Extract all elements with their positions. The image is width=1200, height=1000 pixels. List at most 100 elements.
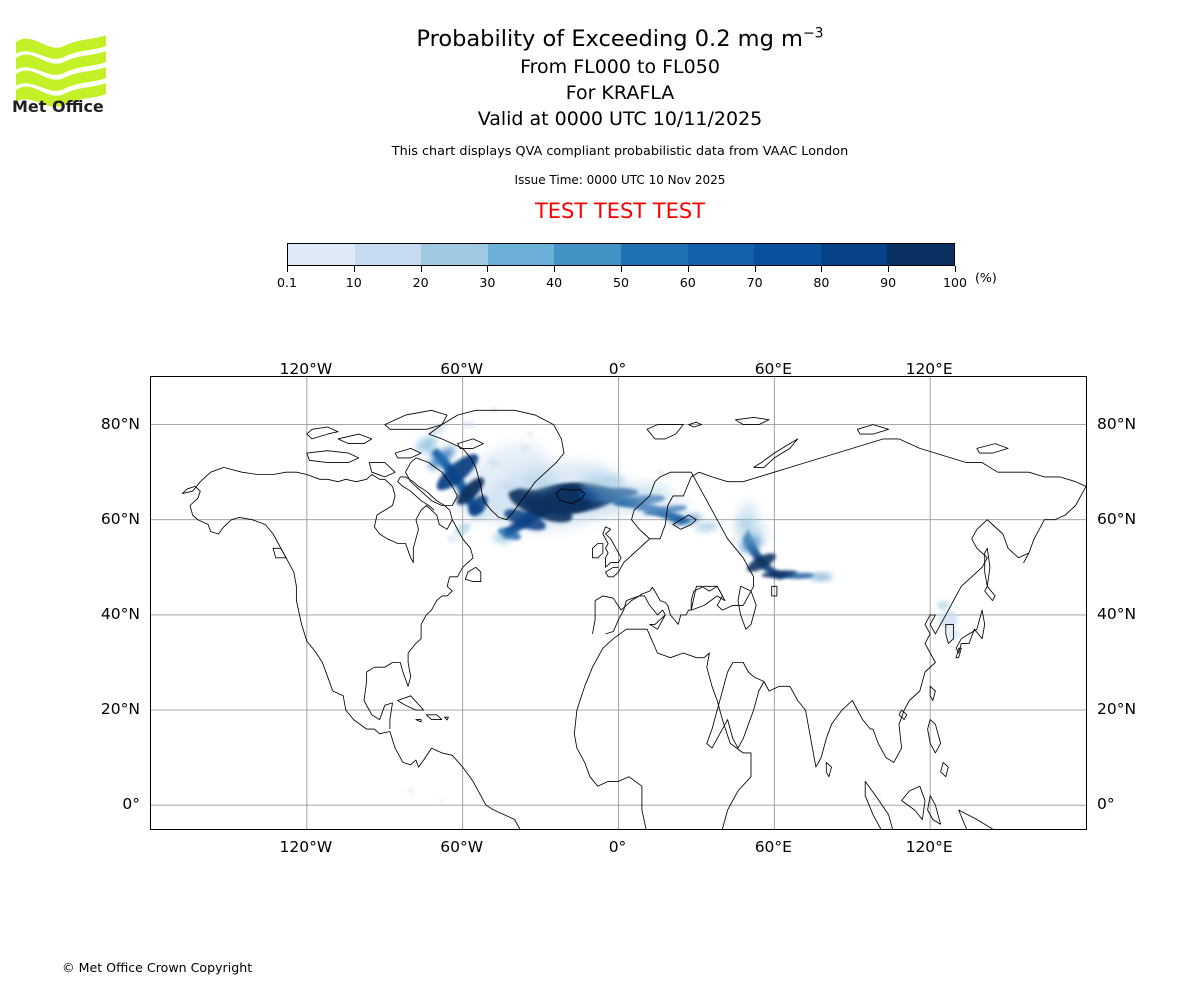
lon-tick-label: 0° bbox=[608, 360, 627, 378]
ash-plume-blob bbox=[446, 534, 459, 543]
logo-waves bbox=[16, 35, 106, 107]
coastline-path bbox=[737, 585, 757, 630]
coastline-path bbox=[864, 780, 893, 829]
coastline-path bbox=[958, 809, 994, 829]
coastline-path bbox=[940, 761, 949, 778]
coastline-path bbox=[734, 416, 770, 426]
ash-plume-blob bbox=[428, 446, 456, 469]
met-office-logo: Met Office bbox=[12, 24, 112, 114]
valid-time-line: Valid at 0000 UTC 10/11/2025 bbox=[477, 108, 763, 130]
ash-plume-blob bbox=[487, 458, 500, 467]
ash-plume-blob bbox=[786, 572, 815, 579]
lon-tick-label: 120°E bbox=[905, 838, 953, 856]
ash-plume-blob bbox=[656, 469, 665, 476]
colorbar-tick-label: 60 bbox=[679, 275, 696, 290]
lat-tick-label-left: 0° bbox=[122, 795, 140, 814]
ash-plume-blob bbox=[576, 468, 609, 481]
map-svg bbox=[151, 377, 1086, 829]
coastline-path bbox=[182, 466, 453, 564]
colorbar-band-6 bbox=[687, 244, 755, 265]
ash-plume-blob bbox=[406, 787, 415, 794]
coastline-path bbox=[457, 438, 484, 449]
flight-level-line: From FL000 to FL050 bbox=[520, 56, 720, 78]
colorbar-band-7 bbox=[754, 244, 821, 265]
colorbar-band-8 bbox=[820, 244, 888, 265]
chart-description: This chart displays QVA compliant probab… bbox=[391, 144, 849, 159]
colorbar-band-9 bbox=[887, 244, 954, 265]
coastline-path bbox=[573, 628, 752, 829]
coastline-path bbox=[649, 471, 700, 540]
colorbar-tick-label: 80 bbox=[813, 275, 830, 290]
coastline-path bbox=[493, 809, 521, 829]
ash-plume-blob bbox=[520, 445, 530, 452]
coastline-path bbox=[397, 695, 425, 711]
lat-tick-label-left: 60°N bbox=[100, 509, 140, 528]
colorbar-tick bbox=[754, 266, 756, 272]
coastline-path bbox=[688, 421, 703, 428]
colorbar-tick bbox=[821, 266, 823, 272]
ash-plume-layer bbox=[406, 407, 961, 804]
ash-plume-blob bbox=[438, 797, 445, 804]
colorbar-tick bbox=[888, 266, 890, 272]
ash-plume-blob bbox=[454, 523, 471, 536]
map-plot-area[interactable] bbox=[150, 376, 1087, 830]
map-gridlines bbox=[151, 377, 1086, 829]
colorbar-tick bbox=[955, 266, 956, 272]
colorbar-band-3 bbox=[487, 244, 555, 265]
coastline-path bbox=[901, 785, 926, 820]
colorbar: 0.1 10 20 30 40 50 60 70 80 90 100 bbox=[277, 243, 967, 292]
lon-tick-label: 60°W bbox=[440, 838, 484, 856]
lon-tick-label: 60°W bbox=[440, 360, 484, 378]
colorbar-ticks bbox=[287, 266, 956, 274]
lon-tick-label: 0° bbox=[608, 838, 627, 856]
ash-plume-blob bbox=[504, 509, 546, 531]
coastline-path bbox=[984, 585, 996, 602]
ash-plume-blob bbox=[456, 477, 485, 505]
coastline-path bbox=[927, 795, 942, 825]
ash-plume-blob bbox=[938, 610, 959, 629]
coastline-path bbox=[856, 424, 890, 435]
lat-tick-label-right: 20°N bbox=[1097, 700, 1137, 719]
coastline-path bbox=[698, 438, 1086, 487]
coastline-path bbox=[464, 566, 482, 583]
ash-plume-blob bbox=[497, 527, 521, 541]
coastline-path bbox=[181, 485, 495, 811]
colorbar-tick bbox=[287, 266, 288, 272]
colorbar-tick-label: 40 bbox=[546, 275, 563, 290]
ash-plume-blob bbox=[492, 534, 511, 544]
coastline-path bbox=[976, 443, 1009, 454]
ash-plume-blob bbox=[460, 420, 475, 429]
volcano-line: For KRAFLA bbox=[565, 82, 675, 104]
colorbar-tick bbox=[487, 266, 489, 272]
colorbar-tick-labels: 0.1 10 20 30 40 50 60 70 80 90 100 bbox=[277, 274, 967, 292]
map-coastlines bbox=[181, 409, 1086, 829]
colorbar-tick-label: 70 bbox=[746, 275, 763, 290]
copyright-footer: © Met Office Crown Copyright bbox=[62, 960, 253, 975]
lat-tick-label-right: 80°N bbox=[1097, 414, 1137, 433]
coastline-path bbox=[428, 409, 565, 521]
ash-plume-blob bbox=[526, 431, 535, 438]
colorbar-tick-label: 90 bbox=[880, 275, 897, 290]
coastline-path bbox=[602, 526, 622, 568]
coastline-path bbox=[955, 647, 962, 659]
colorbar-tick bbox=[554, 266, 556, 272]
coastline-path bbox=[337, 433, 373, 445]
coastline-path bbox=[306, 450, 360, 464]
coastline-path bbox=[771, 585, 778, 597]
colorbar-band-1 bbox=[354, 244, 422, 265]
coastline-path bbox=[444, 716, 449, 721]
coastline-path bbox=[672, 514, 697, 530]
coastline-path bbox=[898, 709, 908, 721]
ash-plume-blob bbox=[694, 522, 719, 532]
colorbar-tick-label: 100 bbox=[942, 275, 968, 290]
ash-plume-blob bbox=[522, 473, 559, 491]
lon-tick-label: 120°W bbox=[279, 838, 333, 856]
lat-tick-label-right: 40°N bbox=[1097, 604, 1137, 623]
lat-tick-label-right: 60°N bbox=[1097, 509, 1137, 528]
coastline-path bbox=[384, 409, 448, 430]
coastline-path bbox=[955, 609, 986, 654]
colorbar-tick bbox=[621, 266, 622, 272]
lon-tick-label: 120°W bbox=[279, 360, 333, 378]
ash-plume-blob bbox=[436, 454, 479, 491]
coastline-path bbox=[425, 714, 443, 721]
